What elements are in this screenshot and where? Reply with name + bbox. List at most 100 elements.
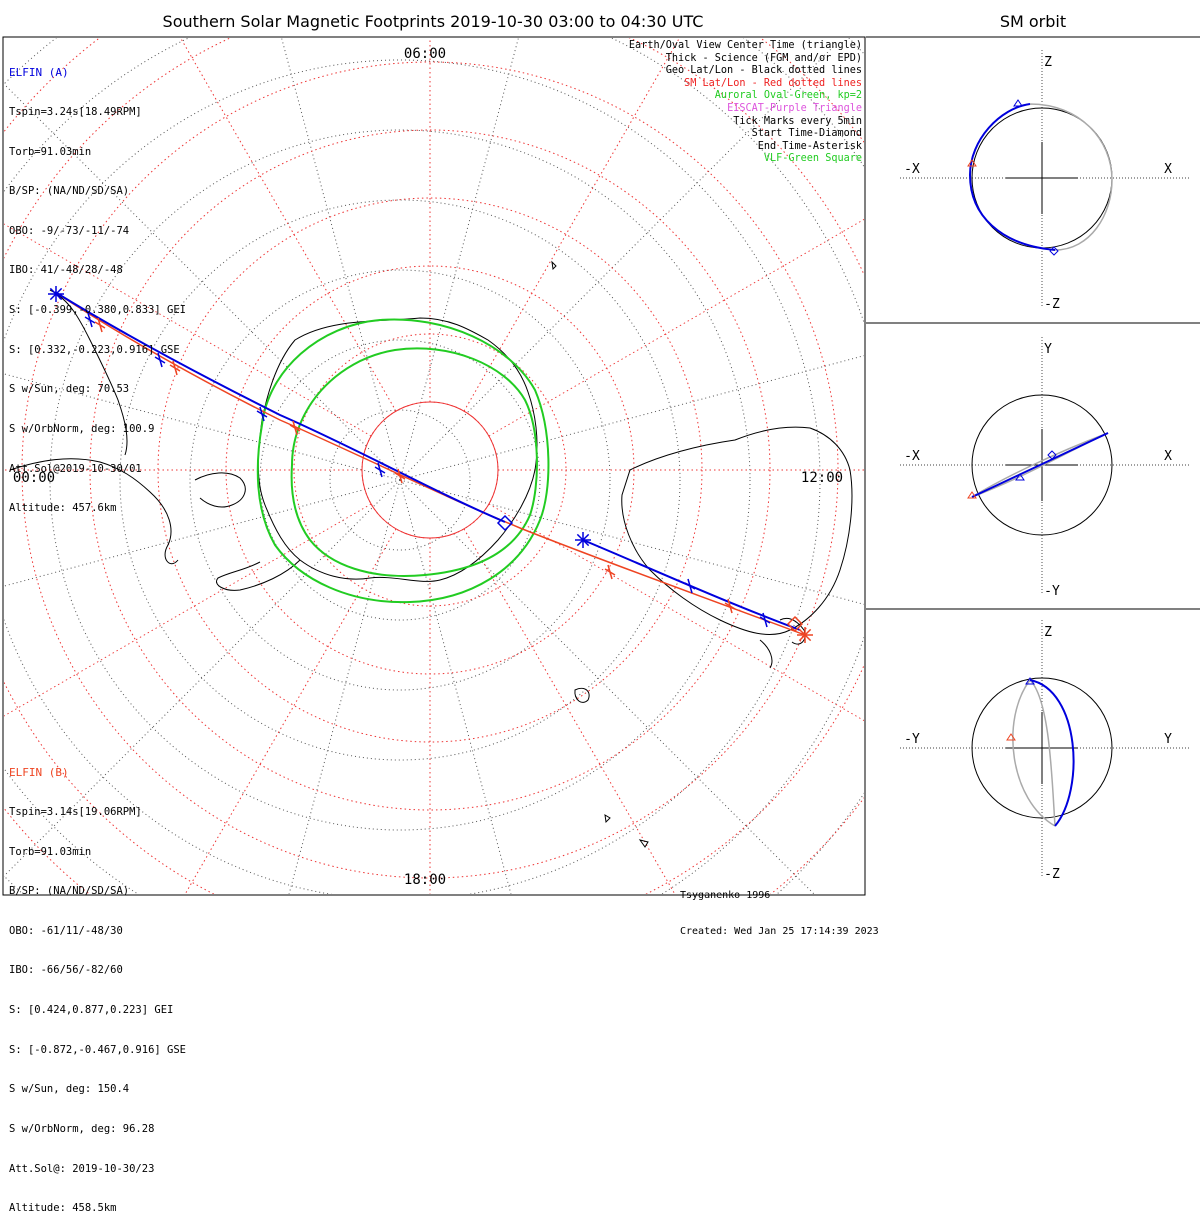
- map-frame: [2, 36, 866, 896]
- elfin-a-tick: [259, 406, 265, 422]
- geo-lon-line: [288, 479, 401, 894]
- elfin-b-line: Torb=91.03min: [9, 845, 92, 858]
- elfin-b-tick: [397, 468, 403, 484]
- elfin-b-tick: [97, 317, 103, 333]
- auroral-ovals: [256, 318, 550, 604]
- geo-lat-circle: [259, 339, 541, 621]
- orbit-b-track: [1012, 678, 1056, 827]
- elfin-a-end-asterisk-2: [49, 287, 63, 301]
- elfin-a-tick: [687, 578, 693, 594]
- coastline-australia: [621, 426, 853, 636]
- geo-lon-line: [4, 479, 401, 877]
- auroral-oval-outer: [256, 318, 550, 604]
- auroral-oval-inner: [290, 347, 538, 577]
- elfin-b-line: S: [0.424,0.877,0.223] GEI: [9, 1004, 174, 1017]
- polar-map: [4, 38, 864, 894]
- legend-item: Auroral Oval-Green, kp=2: [714, 90, 862, 102]
- orbit-axis-label-pos-x: Y: [1164, 732, 1172, 747]
- orbit-axis-label-neg-y: -Y: [1044, 584, 1060, 599]
- orbit-a-track: [971, 432, 1109, 498]
- mlt-label-top: 06:00: [404, 46, 446, 62]
- elfin-b-tick: [607, 564, 613, 580]
- sm-lon-line: [463, 528, 676, 894]
- orbit-a-triangle: [1025, 677, 1035, 685]
- coastline-south-america: [9, 458, 246, 565]
- coastline-islands: [551, 260, 649, 848]
- orbit-axis-label-pos-y: Y: [1044, 342, 1052, 357]
- sm-lat-circle: [89, 129, 771, 811]
- elfin-a-line: S w/OrbNorm, deg: 100.9: [9, 422, 155, 435]
- geo-lat-circle: [329, 409, 471, 551]
- sm-lon-line: [463, 38, 680, 412]
- orbit-a-track: [1029, 679, 1075, 827]
- geo-lon-line: [4, 83, 401, 481]
- sm-lat-circle: [21, 61, 839, 879]
- geo-lon-line: [399, 479, 815, 894]
- elfin-a-line: S: [0.332,-0.223,0.916] GSE: [9, 343, 180, 356]
- elfin-a-line: OBO: -9/-73/-11/-74: [9, 224, 130, 237]
- coastline-africa: [49, 289, 128, 456]
- sm-lon-line: [180, 38, 397, 412]
- elfin-b-info: ELFIN (B) Tspin=3.14s[19.06RPM] Torb=91.…: [9, 740, 186, 1229]
- orbit-axis-label-pos-y: Z: [1044, 625, 1052, 640]
- orbit-axis-label-neg-x: -X: [904, 449, 920, 464]
- earth-circle: [971, 394, 1113, 536]
- orbit-axis-label-neg-x: -Y: [904, 732, 920, 747]
- legend-item: SM Lat/Lon - Red dotted lines: [684, 77, 862, 89]
- elfin-b-line: Altitude: 458.5km: [9, 1202, 117, 1215]
- credit-created: Created: Wed Jan 25 17:14:39 2023: [680, 926, 879, 937]
- earth-circle: [971, 677, 1113, 819]
- orbit-a-track: [968, 103, 1056, 251]
- orbit-panel: -X X Y -Y: [900, 337, 1190, 599]
- elfin-b-line: IBO: -66/56/-82/60: [9, 964, 123, 977]
- elfin-a-line: Altitude: 457.6km: [9, 502, 117, 515]
- elfin-b-tick: [727, 598, 733, 614]
- orbit-axis-label-pos-x: X: [1164, 162, 1172, 177]
- legend-item: Thick - Science (FGM and/or EPD): [665, 52, 862, 64]
- sm-grid: [4, 38, 864, 894]
- elfin-b-track: [54, 291, 806, 636]
- sm-lat-circle-solid: [361, 401, 499, 539]
- geo-lon-line: [281, 38, 401, 481]
- elfin-a-tick: [157, 352, 163, 368]
- elfin-b-line: S: [-0.872,-0.467,0.916] GSE: [9, 1043, 187, 1056]
- geo-lat-circle: [189, 269, 611, 691]
- elfin-b-line: B/SP: (NA/ND/SD/SA): [9, 885, 130, 898]
- geo-lat-circle: [119, 199, 681, 761]
- elfin-a-tick: [87, 312, 93, 328]
- elfin-a-start-diamond: [496, 514, 514, 532]
- sm-lat-circle: [361, 401, 499, 539]
- geo-grid: [4, 38, 864, 894]
- geo-lat-circle: [49, 129, 751, 831]
- elfin-a-end-asterisk: [576, 533, 590, 547]
- legend-item: End Time-Asterisk: [757, 140, 862, 152]
- elfin-b-line: OBO: -61/11/-48/30: [9, 924, 123, 937]
- elfin-a-info: ELFIN (A) Tspin=3.24s[18.49RPM] Torb=91.…: [9, 40, 186, 529]
- orbit-b-triangle: [967, 491, 977, 499]
- elfin-a-track-1: [54, 291, 506, 523]
- orbit-a-triangle: [1015, 473, 1025, 481]
- elfin-b-name: ELFIN (B): [9, 766, 69, 780]
- elfin-a-name: ELFIN (A): [9, 66, 69, 80]
- orbit-panel: -Y Y Z -Z: [900, 620, 1190, 882]
- elfin-a-line: B/SP: (NA/ND/SD/SA): [9, 185, 130, 198]
- sm-lon-line: [488, 218, 864, 437]
- coastline-kerguelen: [574, 687, 590, 703]
- credit-model: Tsyganenko-1996: [680, 890, 771, 901]
- orbit-panels: -X X Z -Z -X X Y -Y -Y Y Z -Z: [900, 50, 1190, 882]
- orbit-axis-label-pos-x: X: [1164, 449, 1172, 464]
- elfin-b-tick: [172, 360, 178, 376]
- legend-item: Earth/Oval View Center Time (triangle): [628, 40, 862, 51]
- elfin-b-line: Att.Sol@: 2019-10-30/23: [9, 1162, 155, 1175]
- elfin-a-line: S w/Sun, deg: 70.53: [9, 383, 130, 396]
- footprint-tracks: [48, 286, 813, 643]
- sm-lon-line: [4, 503, 372, 717]
- sm-lon-line: [488, 503, 864, 722]
- elfin-b-line: S w/OrbNorm, deg: 96.28: [9, 1122, 155, 1135]
- sm-lat-circle: [225, 265, 635, 675]
- legend-item: Start Time-Diamond: [751, 128, 862, 140]
- legend: Earth/Oval View Center Time (triangle) Th…: [629, 40, 862, 166]
- orbit-panel: -X X Z -Z: [900, 50, 1190, 312]
- geo-lon-line: [399, 41, 839, 481]
- orbit-axis-label-pos-y: Z: [1044, 55, 1052, 70]
